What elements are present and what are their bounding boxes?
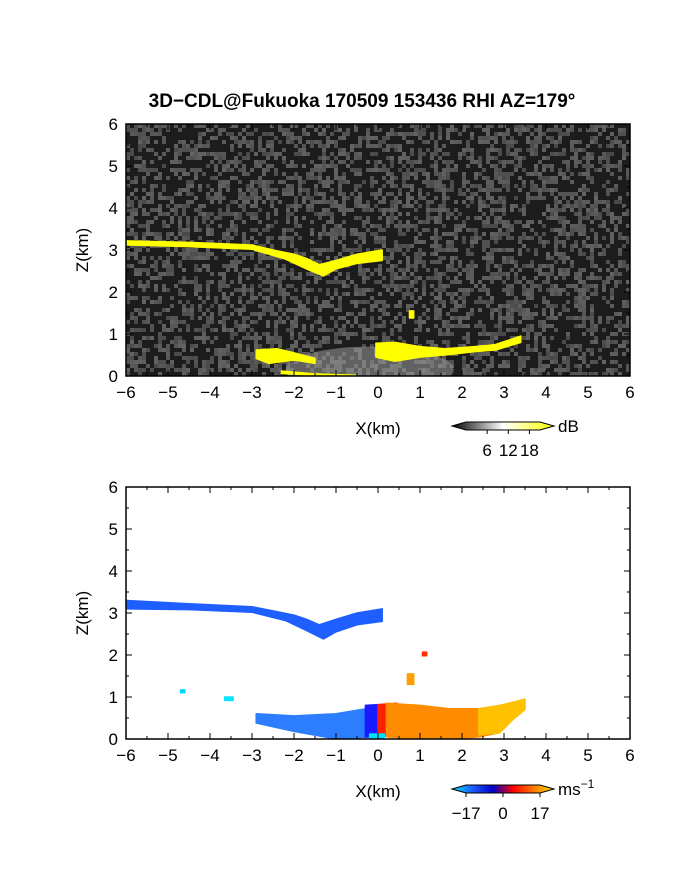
- colorbar: −17 0 17 ms−1: [450, 777, 595, 823]
- y-axis-label: Z(km): [73, 228, 92, 272]
- chart-title: 3D−CDL@Fukuoka 170509 153436 RHI AZ=179°: [149, 91, 576, 112]
- x-axis: −6 −5 −4 −3 −2 −1 0 1 2 3 4 5 6 X(km): [116, 487, 635, 801]
- x-tick-label: −3: [242, 383, 261, 402]
- x-axis-label: X(km): [355, 782, 400, 801]
- x-tick-label: 6: [625, 746, 634, 765]
- x-axis-label: X(km): [355, 419, 400, 438]
- x-tick-label: 5: [583, 383, 592, 402]
- y-tick-label: 2: [109, 646, 118, 665]
- x-tick-label: −1: [326, 746, 345, 765]
- colorbar-unit: dB: [558, 417, 579, 436]
- x-tick-label: −5: [158, 746, 177, 765]
- y-axis-label: Z(km): [73, 591, 92, 635]
- y-tick-label: 0: [109, 730, 118, 749]
- x-tick-label: −3: [242, 746, 261, 765]
- x-tick-label: −6: [116, 383, 135, 402]
- y-tick-label: 3: [109, 241, 118, 260]
- x-tick-label: 0: [373, 746, 382, 765]
- y-tick-label: 6: [109, 478, 118, 497]
- colorbar-tick-label: 17: [531, 804, 550, 823]
- colorbar-tick-label: 6: [482, 441, 491, 460]
- echo-isolated-red: [421, 651, 428, 657]
- echo-radar-site-cyan: [368, 733, 386, 739]
- x-tick-label: −2: [284, 383, 303, 402]
- x-tick-label: −4: [200, 746, 219, 765]
- x-tick-label: 0: [373, 383, 382, 402]
- echo-upper-layer-velocity: [126, 599, 383, 640]
- echo-isolated-cyan-1: [179, 689, 186, 694]
- panel-doppler-velocity: −6 −5 −4 −3 −2 −1 0 1 2 3 4 5 6 X(km) 0 1 2 3 4 5 6 Z(km) −17 0…: [73, 478, 635, 823]
- x-tick-label: 1: [415, 383, 424, 402]
- echo-small-echo: [408, 310, 415, 319]
- plot-area: [126, 487, 630, 739]
- colorbar: 6 12 18 dB: [450, 417, 579, 460]
- x-tick-label: 5: [583, 746, 592, 765]
- echo-near-zero-velocity: [364, 703, 379, 738]
- echo-lower-high-positive-velocity: [478, 698, 526, 736]
- x-tick-label: −2: [284, 746, 303, 765]
- x-tick-label: 4: [541, 383, 550, 402]
- echo-upper-layer-echo: [126, 240, 383, 277]
- colorbar-tick-label: 18: [520, 441, 539, 460]
- colorbar-bar: [450, 784, 556, 794]
- y-tick-label: 6: [109, 115, 118, 134]
- y-tick-label: 1: [109, 325, 118, 344]
- y-tick-label: 2: [109, 283, 118, 302]
- x-axis: −6 −5 −4 −3 −2 −1 0 1 2 3 4 5 6 X(km): [116, 124, 635, 438]
- x-tick-label: −1: [326, 383, 345, 402]
- colorbar-bar: [450, 421, 556, 431]
- x-tick-label: 2: [457, 746, 466, 765]
- echo-isolated-orange: [406, 673, 415, 686]
- y-tick-label: 3: [109, 604, 118, 623]
- y-axis: 0 1 2 3 4 5 6 Z(km): [73, 115, 630, 386]
- x-tick-label: −4: [200, 383, 219, 402]
- plot-area: [126, 124, 630, 376]
- noise-speckle: [126, 124, 630, 376]
- y-tick-label: 4: [109, 199, 118, 218]
- x-tick-label: 3: [499, 383, 508, 402]
- x-tick-label: 1: [415, 746, 424, 765]
- x-tick-label: 3: [499, 746, 508, 765]
- x-tick-label: 6: [625, 383, 634, 402]
- colorbar-tick-label: 12: [499, 441, 518, 460]
- y-tick-label: 0: [109, 367, 118, 386]
- x-tick-label: 4: [541, 746, 550, 765]
- colorbar-unit: ms−1: [558, 777, 595, 799]
- echo-lower-left-echo: [255, 347, 316, 365]
- y-tick-label: 5: [109, 157, 118, 176]
- y-tick-label: 1: [109, 688, 118, 707]
- colorbar-tick-label: 0: [498, 804, 507, 823]
- y-axis: 0 1 2 3 4 5 6 Z(km): [73, 478, 630, 749]
- colorbar-tick-label: −17: [452, 804, 481, 823]
- echo-isolated-cyan-2: [223, 696, 234, 702]
- x-tick-label: −5: [158, 383, 177, 402]
- y-tick-label: 4: [109, 562, 118, 581]
- x-tick-label: 2: [457, 383, 466, 402]
- y-tick-label: 5: [109, 520, 118, 539]
- x-tick-label: −6: [116, 746, 135, 765]
- echo-lower-right-echo: [375, 335, 522, 363]
